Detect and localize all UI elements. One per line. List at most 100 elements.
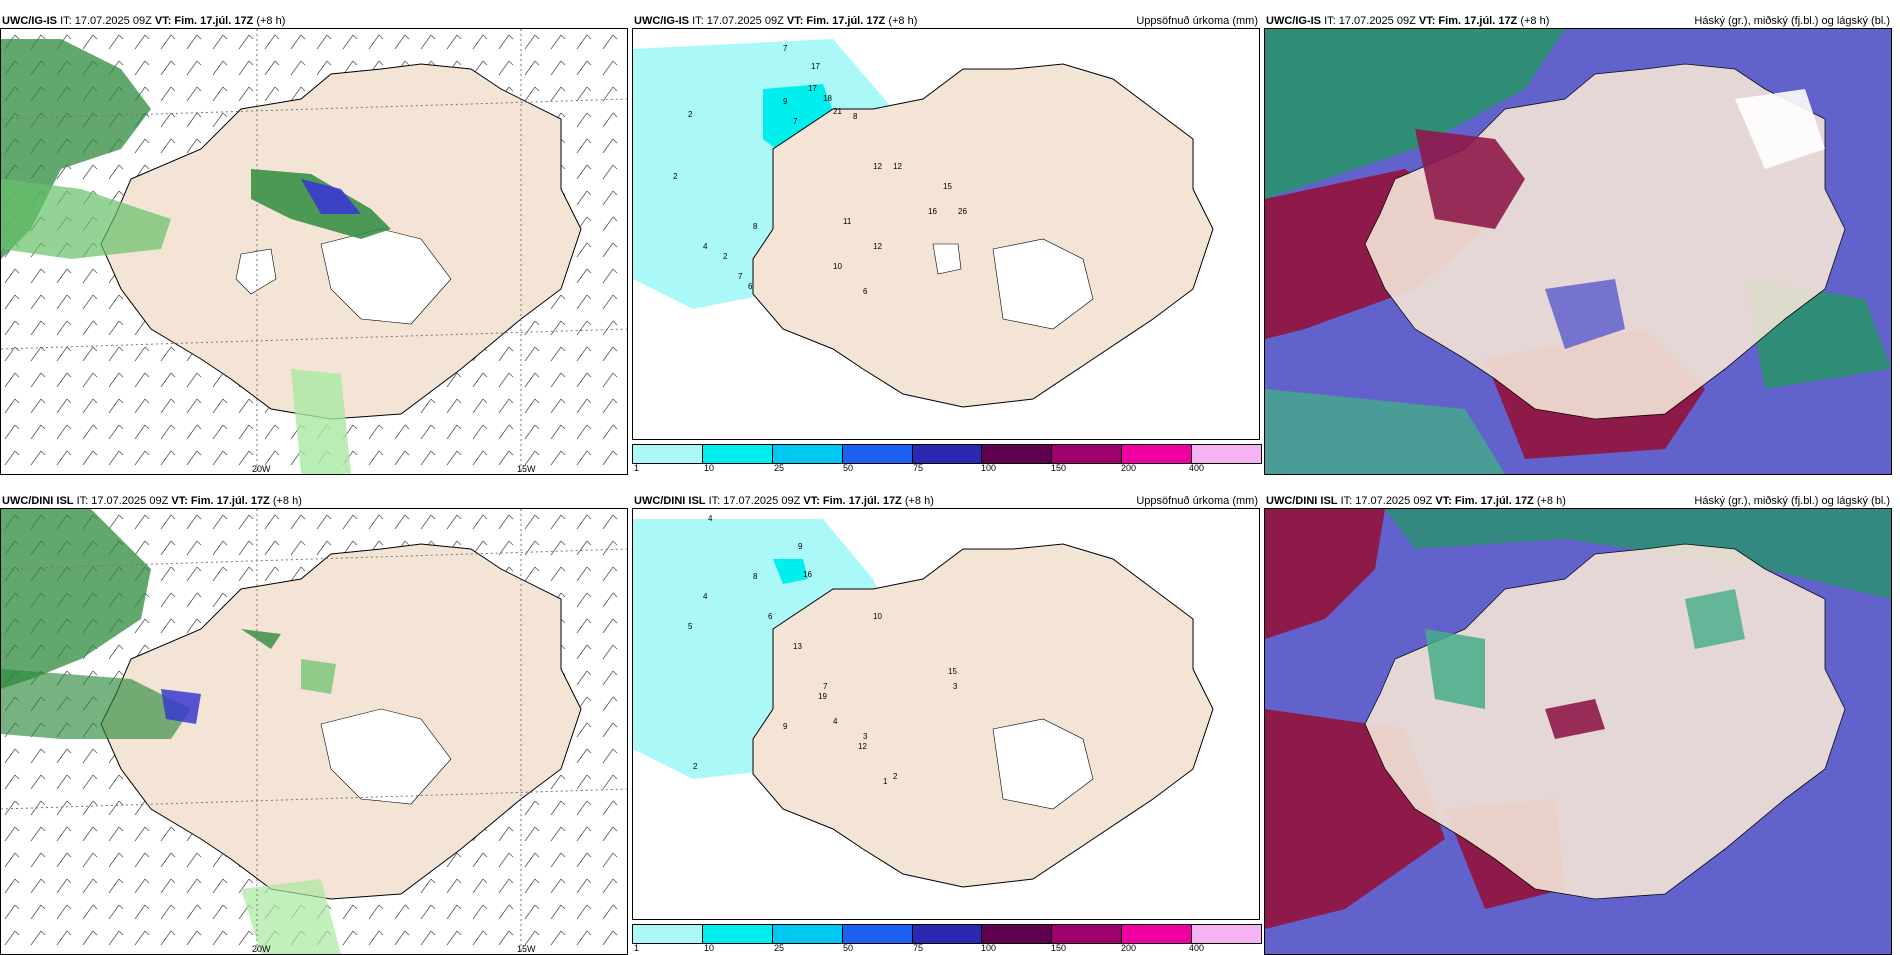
panel-r1-precip: UWC/IG-IS IT: 17.07.2025 09Z VT: Fim. 17… <box>632 12 1262 473</box>
model-name: UWC/IG-IS <box>1266 15 1321 27</box>
precip-value-label: 12 <box>873 242 882 251</box>
colorbar-segment <box>702 925 773 943</box>
lon-label: 15W <box>517 464 536 474</box>
precip-value-label: 12 <box>873 162 882 171</box>
colorbar-segment <box>772 925 843 943</box>
panel-title: Háský (gr.), miðský (fj.bl.) og lágský (… <box>1694 15 1890 27</box>
valid-time: Fim. 17.júl. 17Z <box>806 15 886 27</box>
precip-value-label: 16 <box>928 207 937 216</box>
colorbar-labels: 1 10 25 50 75 100 150 200 400 <box>634 463 1205 473</box>
init-time: IT: 17.07.2025 09Z <box>692 15 784 27</box>
precip-value-label: 8 <box>853 112 858 121</box>
precip-value-label: 21 <box>833 107 842 116</box>
panel-title: Háský (gr.), miðský (fj.bl.) og lágský (… <box>1694 495 1890 507</box>
model-name: UWC/DINI ISL <box>2 495 74 507</box>
wind-rain-map <box>0 508 628 955</box>
lon-label: 15W <box>517 944 536 954</box>
init-time: IT: 17.07.2025 09Z <box>76 495 169 507</box>
precip-value-label: 9 <box>783 97 788 106</box>
colorbar-segment <box>1192 925 1262 943</box>
precip-value-label: 4 <box>703 592 708 601</box>
colorbar-segment <box>912 925 983 943</box>
precip-value-label: 2 <box>688 110 693 119</box>
colorbar-segment <box>633 445 703 463</box>
colorbar-segment <box>772 445 843 463</box>
colorbar-segment <box>1052 925 1123 943</box>
precip-value-label: 8 <box>753 572 758 581</box>
precip-value-label: 1 <box>883 777 888 786</box>
precip-value-label: 16 <box>803 570 812 579</box>
precip-value-label: 19 <box>818 692 827 701</box>
precip-value-label: 15 <box>948 667 957 676</box>
precip-value-label: 10 <box>873 612 882 621</box>
precip-value-label: 2 <box>893 772 898 781</box>
colorbar-segment <box>1052 445 1123 463</box>
lon-label: 20W <box>252 944 271 954</box>
panel-title: Uppsöfnuð úrkoma (mm) <box>1136 495 1258 507</box>
colorbar-segment <box>912 445 983 463</box>
cloud-map <box>1264 28 1892 475</box>
colorbar <box>632 444 1262 464</box>
panel-r2-precip: UWC/DINI ISL IT: 17.07.2025 09Z VT: Fim.… <box>632 492 1262 953</box>
precip-value-label: 2 <box>693 762 698 771</box>
colorbar <box>632 924 1262 944</box>
model-name: UWC/IG-IS <box>634 15 689 27</box>
init-time: IT: 17.07.2025 09Z <box>708 495 801 507</box>
wind-rain-map <box>0 28 628 475</box>
colorbar-segment <box>842 445 913 463</box>
precip-value-label: 9 <box>783 722 788 731</box>
panel-r2-wind: UWC/DINI ISL IT: 17.07.2025 09Z VT: Fim.… <box>0 492 628 955</box>
colorbar-segment <box>982 445 1053 463</box>
precip-value-label: 12 <box>893 162 902 171</box>
precip-value-label: 18 <box>823 94 832 103</box>
precip-value-label: 5 <box>688 622 693 631</box>
precip-value-label: 6 <box>748 282 753 291</box>
colorbar-segment <box>982 925 1053 943</box>
valid-time: Fim. 17.júl. 17Z <box>174 15 254 27</box>
colorbar-segment <box>842 925 913 943</box>
valid-time: Fim. 17.júl. 17Z <box>1454 495 1534 507</box>
precip-value-label: 4 <box>708 514 713 523</box>
precip-value-label: 8 <box>753 222 758 231</box>
precip-value-label: 7 <box>823 682 828 691</box>
valid-time: Fim. 17.júl. 17Z <box>1438 15 1518 27</box>
precip-value-label: 17 <box>808 84 817 93</box>
precip-map: 7 17 17 18 21 8 9 7 2 2 12 12 15 26 16 12 11 10 6 4 2 7 6 8 <box>632 28 1260 440</box>
precip-value-label: 3 <box>863 732 868 741</box>
precip-value-label: 15 <box>943 182 952 191</box>
precip-value-label: 7 <box>783 44 788 53</box>
precip-value-label: 2 <box>673 172 678 181</box>
precip-value-label: 26 <box>958 207 967 216</box>
precip-value-label: 12 <box>858 742 867 751</box>
precip-value-label: 9 <box>798 542 803 551</box>
colorbar-labels: 1 10 25 50 75 100 150 200 400 <box>634 943 1205 953</box>
valid-time: Fim. 17.júl. 17Z <box>822 495 902 507</box>
init-time: IT: 17.07.2025 09Z <box>1340 495 1433 507</box>
precip-value-label: 7 <box>793 117 798 126</box>
colorbar-segment <box>1122 445 1193 463</box>
colorbar-segment <box>633 925 703 943</box>
precip-value-label: 6 <box>863 287 868 296</box>
precip-value-label: 2 <box>723 252 728 261</box>
cloud-map <box>1264 508 1892 955</box>
precip-value-label: 6 <box>768 612 773 621</box>
init-time: IT: 17.07.2025 09Z <box>60 15 152 27</box>
model-name: UWC/IG-IS <box>2 15 57 27</box>
precip-value-label: 4 <box>833 717 838 726</box>
colorbar-segment <box>1192 445 1262 463</box>
precip-value-label: 13 <box>793 642 802 651</box>
panel-r1-wind: UWC/IG-IS IT: 17.07.2025 09Z VT: Fim. 17… <box>0 12 628 475</box>
precip-value-label: 10 <box>833 262 842 271</box>
valid-time: Fim. 17.júl. 17Z <box>190 495 270 507</box>
init-time: IT: 17.07.2025 09Z <box>1324 15 1416 27</box>
panel-title: Uppsöfnuð úrkoma (mm) <box>1136 15 1258 27</box>
precip-value-label: 3 <box>953 682 958 691</box>
precip-value-label: 4 <box>703 242 708 251</box>
colorbar-segment <box>702 445 773 463</box>
lon-label: 20W <box>252 464 271 474</box>
precip-value-label: 11 <box>843 217 852 226</box>
model-name: UWC/DINI ISL <box>1266 495 1338 507</box>
colorbar-segment <box>1122 925 1193 943</box>
precip-value-label: 7 <box>738 272 743 281</box>
panel-r1-clouds: UWC/IG-IS IT: 17.07.2025 09Z VT: Fim. 17… <box>1264 12 1892 475</box>
